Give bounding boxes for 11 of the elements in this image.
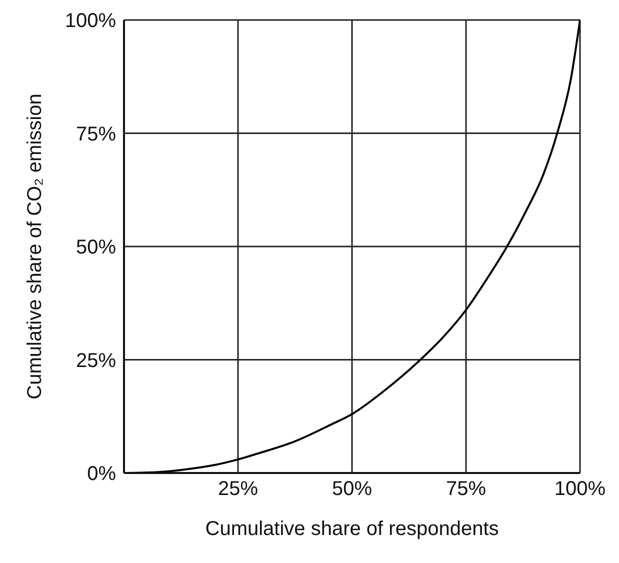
y-tick-label: 25% <box>76 350 116 372</box>
y-tick-label: 100% <box>64 10 116 32</box>
x-axis-title: Cumulative share of respondents <box>205 518 499 540</box>
x-tick-label: 25% <box>218 478 258 500</box>
y-tick-label: 0% <box>87 463 116 486</box>
x-tick-label: 50% <box>332 478 372 500</box>
x-tick-label: 75% <box>446 478 486 500</box>
y-axis-title: Cumulative share of CO₂ emission <box>24 94 46 400</box>
x-tick-label: 100% <box>554 478 606 500</box>
y-tick-label: 75% <box>76 123 116 146</box>
y-tick-label: 50% <box>76 236 116 259</box>
